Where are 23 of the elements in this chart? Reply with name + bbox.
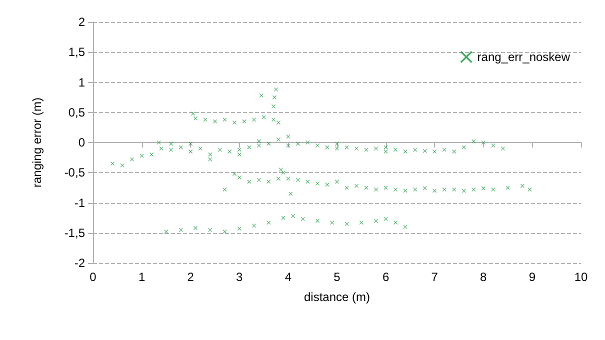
x-tick-label: 3 [236, 270, 244, 284]
x-tick-label: 5 [334, 270, 341, 284]
x-tick-label: 2 [187, 270, 194, 284]
x-tick-label: 7 [431, 270, 438, 284]
x-tick-label: 1 [138, 270, 146, 284]
y-tick-label: 2 [78, 15, 86, 29]
x-tick-label: 0 [90, 270, 97, 284]
y-tick-label: 0 [78, 136, 86, 150]
y-tick-label: 1,5 [68, 45, 86, 60]
y-tick-label: -1 [74, 196, 86, 210]
x-tick-label: 6 [382, 270, 390, 284]
x-tick-label: 9 [528, 270, 536, 284]
x-tick-label: 10 [574, 270, 588, 284]
y-tick-label: -1,5 [64, 226, 86, 240]
legend-label: rang_err_noskew [477, 50, 570, 64]
y-tick-label: -2 [74, 256, 86, 270]
x-tick-label: 4 [284, 270, 292, 284]
x-tick-label: 8 [480, 270, 488, 284]
y-axis-title: ranging error (m) [30, 97, 44, 188]
y-tick-label: -0,5 [64, 166, 86, 180]
y-tick-label: 0,5 [68, 105, 86, 120]
x-axis-title: distance (m) [304, 290, 370, 304]
y-tick-label: 1 [78, 75, 86, 90]
